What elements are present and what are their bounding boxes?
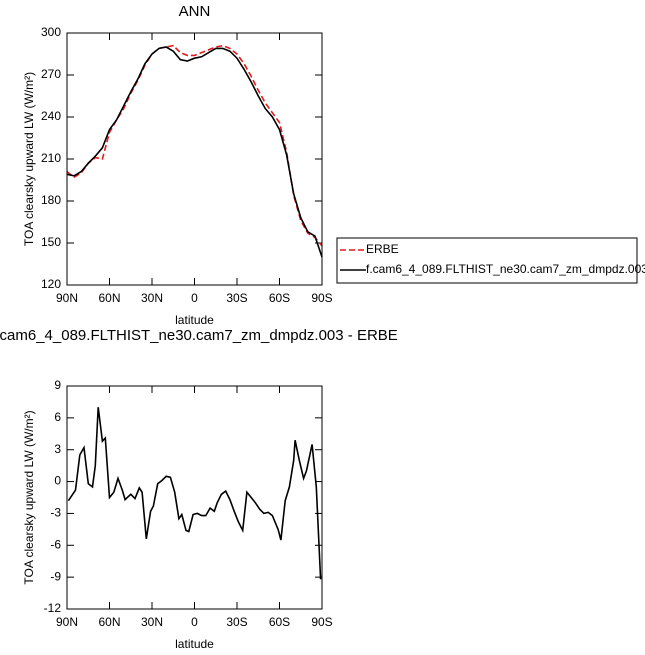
y-tick-label: 150 [41,235,61,249]
y-tick-label: 180 [41,193,61,207]
y-tick-label: 0 [54,474,61,488]
x-tick-label: 90S [311,291,332,305]
x-tick-label: 30S [226,291,247,305]
chart-title: ANN [179,3,211,20]
y-tick-label: 3 [54,442,61,456]
y-tick-label: 240 [41,109,61,123]
x-tick-label: 90N [56,615,78,629]
plot-frame [66,32,323,286]
x-tick-label: 0 [191,615,198,629]
x-tick-label: 60S [269,291,290,305]
y-axis-label: TOA clearsky upward LW (W/m²) [22,410,36,584]
x-tick-label: 60N [98,291,120,305]
x-axis-label: latitude [175,313,214,327]
x-tick-label: 30N [141,615,163,629]
x-tick-label: 60N [98,615,120,629]
y-tick-label: -12 [44,601,62,615]
x-tick-label: 30S [226,615,247,629]
y-tick-label: 120 [41,277,61,291]
x-tick-label: 0 [191,291,198,305]
y-tick-label: 210 [41,151,61,165]
y-tick-label: 9 [54,378,61,392]
legend-label: f.cam6_4_089.FLTHIST_ne30.cam7_zm_dmpdz.… [366,262,645,276]
data-line [66,44,323,247]
chart-title: f.cam6_4_089.FLTHIST_ne30.cam7_zm_dmpdz.… [0,327,398,344]
plot-frame [66,385,323,610]
x-axis-label: latitude [175,637,214,651]
x-tick-label: 60S [269,615,290,629]
y-tick-label: -3 [50,506,61,520]
y-tick-label: 300 [41,25,61,39]
y-tick-label: 270 [41,67,61,81]
y-tick-label: -9 [50,569,61,583]
x-tick-label: 90N [56,291,78,305]
data-line [66,46,323,258]
x-tick-label: 30N [141,291,163,305]
y-tick-label: 6 [54,410,61,424]
x-tick-label: 90S [311,615,332,629]
legend-box [336,237,638,284]
data-line [67,407,322,580]
y-axis-label: TOA clearsky upward LW (W/m²) [22,72,36,246]
legend-label: ERBE [366,242,399,256]
y-tick-label: -6 [50,537,61,551]
